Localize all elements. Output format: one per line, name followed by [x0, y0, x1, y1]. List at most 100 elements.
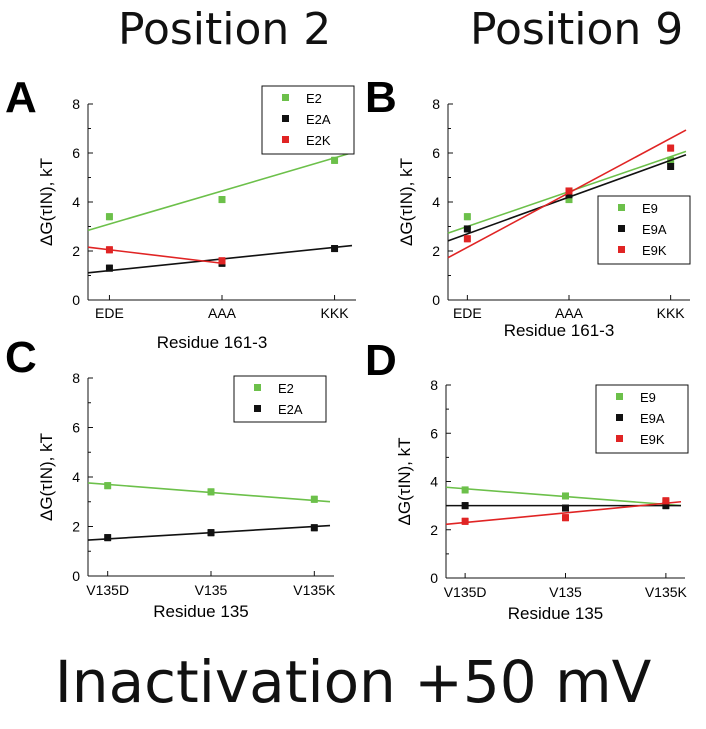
y-tick-label: 8 [72, 370, 80, 386]
legend-label: E9 [640, 390, 656, 405]
data-point-e9a [461, 502, 469, 510]
data-point-e2 [207, 488, 215, 496]
x-tick-label: V135K [293, 582, 336, 598]
legend-marker [616, 414, 623, 421]
chart-panel-b: B 0 2 4 6 8 EDE AAA KKK Residue 161-3 ΔG(τIN), kT E… [365, 73, 691, 340]
y-tick-label: 4 [72, 194, 80, 210]
data-point-e9k [562, 514, 569, 522]
x-tick-label: EDE [95, 305, 124, 321]
y-tick-label: 8 [430, 377, 438, 393]
data-point-e2 [105, 213, 113, 221]
panel-letter: C [5, 333, 37, 382]
y-tick-label: 2 [72, 243, 80, 259]
y-tick-label: 8 [432, 96, 440, 112]
x-tick-label: KKK [321, 305, 350, 321]
legend-box [233, 375, 327, 423]
data-point-e2k [105, 246, 113, 254]
chart-panel-d: D 0 2 4 6 8 V135D V135 V135K Residue 135 ΔG(τIN), … [365, 336, 689, 623]
y-tick-label: 6 [432, 145, 440, 161]
legend-marker [282, 94, 289, 101]
x-axis-title: Residue 161-3 [504, 321, 615, 340]
y-tick-label: 0 [72, 568, 80, 584]
data-point-e2 [310, 495, 318, 503]
legend-label: E2K [306, 133, 331, 148]
y-tick-label: 6 [430, 425, 438, 441]
x-tick-label: V135K [645, 584, 688, 600]
data-point-e2a [207, 529, 215, 537]
y-tick-label: 4 [432, 194, 440, 210]
panel-letter: A [5, 73, 37, 122]
legend-marker [254, 384, 261, 391]
legend-label: E2 [278, 381, 294, 396]
data-point-e2a [104, 534, 112, 542]
legend-label: E9A [642, 222, 667, 237]
data-point-e9a [562, 504, 569, 512]
x-tick-label: AAA [555, 305, 584, 321]
legend-label: E2A [306, 112, 331, 127]
data-point-e9k [667, 144, 675, 152]
panel-letter: D [365, 336, 397, 385]
panel-letter: B [365, 73, 397, 122]
position-9-heading: Position 9 [470, 4, 684, 55]
chart-panel-a: A 0 2 4 6 8 EDE AAA KKK Residue 161-3 ΔG(τIN), kT E… [5, 73, 356, 352]
legend-marker [618, 204, 625, 211]
y-tick-label: 2 [432, 243, 440, 259]
x-tick-label: V135D [444, 584, 487, 600]
data-point-e9k [463, 235, 471, 243]
x-tick-label: V135 [549, 584, 582, 600]
legend-marker [618, 246, 625, 253]
y-tick-label: 0 [432, 292, 440, 308]
legend-box [595, 384, 689, 454]
y-tick-label: 6 [72, 145, 80, 161]
y-axis-title: ΔG(τIN), kT [37, 433, 56, 521]
data-point-e9 [463, 213, 471, 221]
legend-marker [282, 136, 289, 143]
x-tick-label: V135D [86, 582, 129, 598]
data-point-e2 [218, 196, 226, 204]
data-point-e2a [105, 264, 113, 272]
legend-label: E2 [306, 91, 322, 106]
legend-marker [254, 405, 261, 412]
data-point-e9a [667, 162, 675, 170]
legend-label: E9A [640, 411, 665, 426]
data-point-e9 [565, 196, 573, 204]
chart-panel-c: C 0 2 4 6 8 V135D V135 V135K Residue 135 ΔG(τIN), … [5, 333, 336, 621]
data-point-e2a [331, 245, 339, 253]
legend-marker [616, 393, 623, 400]
data-point-e9k [461, 517, 469, 525]
x-axis-title: Residue 135 [153, 602, 248, 621]
data-point-e9 [461, 486, 469, 494]
data-point-e9a [662, 502, 670, 510]
x-tick-label: KKK [657, 305, 686, 321]
legend-label: E9K [640, 432, 665, 447]
data-point-e9 [562, 492, 569, 500]
y-tick-label: 0 [430, 570, 438, 586]
y-tick-label: 2 [72, 519, 80, 535]
data-point-e9a [463, 225, 471, 233]
x-tick-label: EDE [453, 305, 482, 321]
x-axis-title: Residue 161-3 [157, 333, 268, 352]
y-tick-label: 6 [72, 420, 80, 436]
legend-label: E9 [642, 201, 658, 216]
data-point-e2a [310, 524, 318, 532]
data-point-e2 [104, 482, 112, 490]
y-tick-label: 2 [430, 522, 438, 538]
figure-caption: Inactivation +50 mV [54, 648, 652, 716]
x-tick-label: V135 [195, 582, 228, 598]
legend-label: E2A [278, 402, 303, 417]
y-tick-label: 0 [72, 292, 80, 308]
y-axis-title: ΔG(τIN), kT [397, 158, 416, 246]
y-tick-label: 8 [72, 96, 80, 112]
legend-label: E9K [642, 243, 667, 258]
legend-box [261, 85, 355, 155]
data-point-e9a [565, 191, 573, 199]
legend-marker [616, 435, 623, 442]
x-axis-title: Residue 135 [508, 604, 603, 623]
y-tick-label: 4 [430, 474, 438, 490]
y-axis-title: ΔG(τIN), kT [37, 158, 56, 246]
fit-line-e2 [87, 152, 353, 232]
y-tick-label: 4 [72, 469, 80, 485]
position-2-heading: Position 2 [118, 4, 332, 55]
data-point-e2k [218, 257, 226, 265]
